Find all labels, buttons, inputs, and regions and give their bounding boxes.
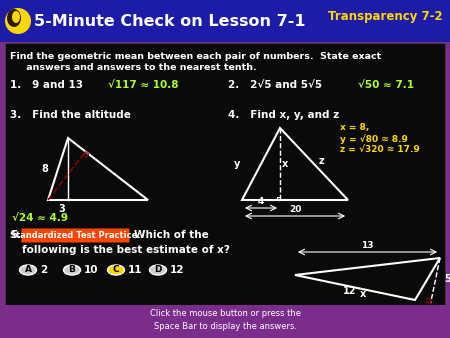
Text: x: x — [360, 289, 366, 299]
Text: 2: 2 — [40, 265, 47, 275]
FancyBboxPatch shape — [22, 228, 130, 242]
Text: Click the mouse button or press the
Space Bar to display the answers.: Click the mouse button or press the Spac… — [149, 309, 301, 331]
Text: Standardized Test Practice:: Standardized Test Practice: — [10, 231, 141, 240]
Text: 4: 4 — [258, 197, 264, 206]
Text: 1.   9 and 13: 1. 9 and 13 — [10, 80, 83, 90]
Text: Transparency 7-2: Transparency 7-2 — [328, 10, 443, 23]
Polygon shape — [0, 0, 450, 42]
Text: C: C — [112, 266, 119, 274]
Text: z: z — [319, 156, 324, 166]
Text: y = √80 ≈ 8.9: y = √80 ≈ 8.9 — [340, 134, 408, 144]
Ellipse shape — [7, 9, 21, 27]
Text: 5: 5 — [444, 274, 450, 284]
Ellipse shape — [12, 11, 20, 23]
Text: 2.   2√5 and 5√5: 2. 2√5 and 5√5 — [228, 80, 322, 90]
Text: answers and answers to the nearest tenth.: answers and answers to the nearest tenth… — [10, 63, 257, 72]
Text: √117 ≈ 10.8: √117 ≈ 10.8 — [108, 80, 179, 90]
Text: 4.   Find x, y, and z: 4. Find x, y, and z — [228, 110, 339, 120]
Text: x: x — [282, 159, 288, 169]
Text: √50 ≈ 7.1: √50 ≈ 7.1 — [358, 80, 414, 90]
Text: 3: 3 — [58, 204, 65, 214]
Text: 5-Minute Check on Lesson 7-1: 5-Minute Check on Lesson 7-1 — [34, 15, 306, 29]
Text: 12: 12 — [343, 287, 357, 296]
Text: y: y — [234, 159, 240, 169]
Ellipse shape — [149, 265, 166, 275]
Ellipse shape — [108, 265, 125, 275]
Text: 10: 10 — [84, 265, 99, 275]
Text: √24 ≈ 4.9: √24 ≈ 4.9 — [12, 213, 68, 223]
Text: following is the best estimate of x?: following is the best estimate of x? — [22, 245, 230, 255]
Text: Find the geometric mean between each pair of numbers.  State exact: Find the geometric mean between each pai… — [10, 52, 381, 61]
Text: 13: 13 — [361, 241, 374, 250]
Ellipse shape — [63, 265, 81, 275]
Polygon shape — [0, 305, 450, 338]
Text: 8: 8 — [41, 164, 48, 174]
Ellipse shape — [19, 265, 36, 275]
Text: 20: 20 — [289, 205, 301, 214]
Ellipse shape — [5, 8, 31, 34]
Text: x = 8,: x = 8, — [340, 123, 369, 132]
Text: 3.   Find the altitude: 3. Find the altitude — [10, 110, 131, 120]
Text: A: A — [24, 266, 32, 274]
Text: D: D — [154, 266, 162, 274]
Text: 5.: 5. — [10, 230, 21, 240]
Text: Which of the: Which of the — [134, 230, 209, 240]
Text: 12: 12 — [170, 265, 184, 275]
Text: 11: 11 — [128, 265, 143, 275]
Polygon shape — [5, 43, 445, 305]
Text: z = √320 ≈ 17.9: z = √320 ≈ 17.9 — [340, 145, 420, 154]
Text: B: B — [68, 266, 76, 274]
